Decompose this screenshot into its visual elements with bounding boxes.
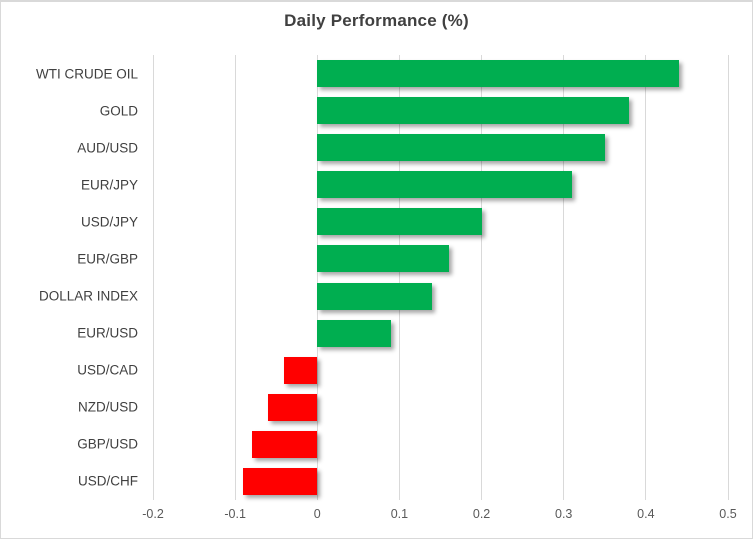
bar-eur-jpy <box>317 171 572 199</box>
bar-usd-jpy <box>317 208 482 236</box>
gridline <box>152 55 154 500</box>
category-label: EUR/GBP <box>77 251 138 267</box>
x-tick-label: 0 <box>313 507 321 521</box>
bar-eur-usd <box>317 319 392 347</box>
gridline <box>481 55 483 500</box>
gridline <box>234 55 236 500</box>
plot-area <box>152 55 729 500</box>
chart-title: Daily Performance (%) <box>284 11 469 30</box>
bar-usd-cad <box>284 356 318 384</box>
gridline <box>316 55 318 500</box>
bar-usd-chf <box>243 467 318 495</box>
category-label: DOLLAR INDEX <box>38 288 138 304</box>
x-tick-label: 0.4 <box>637 507 655 521</box>
category-label: USD/CHF <box>78 473 138 489</box>
category-label: USD/JPY <box>80 214 138 230</box>
category-label: NZD/USD <box>78 399 138 415</box>
gridline <box>645 55 647 500</box>
bar-dollar-index <box>317 282 433 310</box>
x-tick-label: 0.1 <box>390 507 409 521</box>
bar-nzd-usd <box>268 393 318 421</box>
category-label: EUR/USD <box>77 325 138 341</box>
bar-gold <box>317 97 630 125</box>
gridline <box>563 55 565 500</box>
gridline <box>398 55 400 500</box>
bar-wti-crude-oil <box>317 60 679 88</box>
bar-aud-usd <box>317 134 605 162</box>
category-label: GOLD <box>99 103 138 119</box>
bar-eur-gbp <box>317 245 449 273</box>
x-tick-label: -0.1 <box>224 507 246 521</box>
category-label: EUR/JPY <box>80 177 138 193</box>
category-label: USD/CAD <box>77 362 138 378</box>
gridline <box>727 55 729 500</box>
category-label: AUD/USD <box>77 140 138 156</box>
x-tick-label: -0.2 <box>142 507 164 521</box>
x-tick-label: 0.2 <box>472 507 491 521</box>
category-label: WTI CRUDE OIL <box>35 66 138 82</box>
x-tick-label: 0.3 <box>555 507 573 521</box>
x-tick-label: 0.5 <box>719 507 737 521</box>
bar-gbp-usd <box>251 430 318 458</box>
category-label: GBP/USD <box>77 436 138 452</box>
